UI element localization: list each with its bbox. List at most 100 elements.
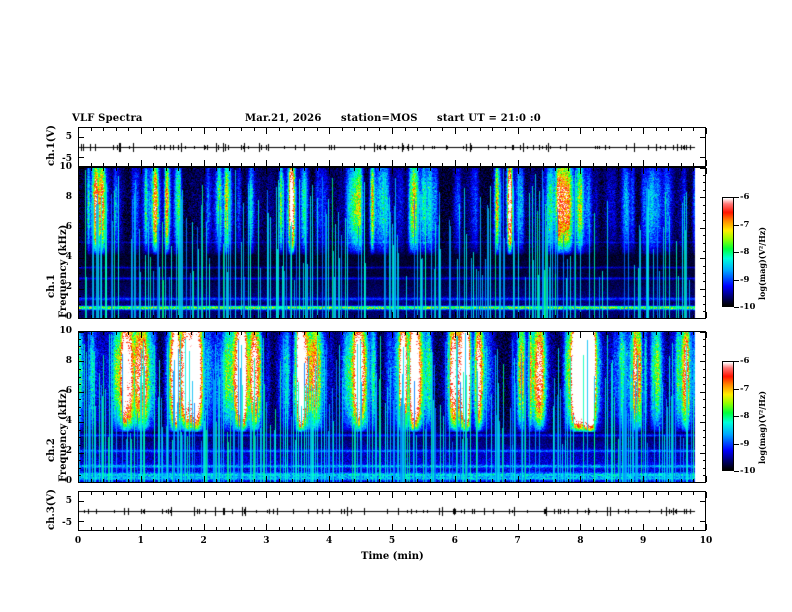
- tick-mark: [455, 476, 456, 482]
- tick-mark: [580, 332, 581, 338]
- tick-mark: [329, 312, 330, 318]
- tick-mark: [392, 332, 393, 338]
- tick-mark: [78, 213, 81, 214]
- tick-mark: [593, 332, 594, 335]
- tick-mark: [342, 315, 343, 318]
- colorbar-ch1-tick-neg8: -8: [740, 247, 750, 257]
- x-axis-tick-6: 6: [451, 536, 458, 546]
- colorbar-ch2-canvas: [723, 362, 733, 470]
- tick-mark: [78, 354, 81, 355]
- tick-mark: [292, 168, 293, 171]
- tick-mark: [304, 332, 305, 335]
- tick-mark: [266, 312, 267, 318]
- tick-mark: [681, 492, 682, 495]
- tick-mark: [417, 163, 418, 166]
- tick-mark: [693, 492, 694, 495]
- tick-mark: [580, 160, 581, 166]
- tick-mark: [216, 479, 217, 482]
- tick-mark: [78, 182, 81, 183]
- tick-mark: [480, 128, 481, 131]
- tick-mark: [643, 160, 644, 166]
- tick-mark: [379, 479, 380, 482]
- tick-mark: [279, 315, 280, 318]
- tick-mark: [216, 163, 217, 166]
- tick-mark: [379, 527, 380, 530]
- colorbar-ch2-tickmark: [734, 416, 739, 417]
- tick-mark: [643, 128, 644, 134]
- tick-mark: [467, 168, 468, 171]
- tick-mark: [417, 492, 418, 495]
- tick-mark: [580, 168, 581, 174]
- tick-mark: [703, 346, 706, 347]
- colorbar-ch1-tick-neg7: -7: [740, 219, 750, 230]
- tick-mark: [606, 315, 607, 318]
- tick-mark: [329, 332, 330, 338]
- tick-mark: [266, 476, 267, 482]
- tick-mark: [317, 479, 318, 482]
- tick-mark: [681, 315, 682, 318]
- tick-mark: [279, 163, 280, 166]
- tick-mark: [266, 160, 267, 166]
- tick-mark: [392, 492, 393, 498]
- tick-mark: [392, 168, 393, 174]
- tick-mark: [317, 163, 318, 166]
- tick-mark: [379, 163, 380, 166]
- tick-mark: [706, 168, 707, 174]
- tick-mark: [317, 128, 318, 131]
- tick-mark: [700, 168, 706, 169]
- colorbar-ch2-tick-neg10: -10: [740, 466, 756, 476]
- tick-mark: [703, 266, 706, 267]
- tick-mark: [530, 168, 531, 171]
- tick-mark: [643, 312, 644, 318]
- tick-mark: [141, 476, 142, 482]
- tick-mark: [78, 197, 84, 198]
- tick-mark: [367, 128, 368, 131]
- tick-mark: [153, 163, 154, 166]
- tick-mark: [191, 128, 192, 131]
- tick-mark: [392, 312, 393, 318]
- tick-mark: [78, 475, 81, 476]
- tick-mark: [304, 128, 305, 131]
- tick-mark: [279, 527, 280, 530]
- tick-mark: [568, 527, 569, 530]
- tick-mark: [442, 128, 443, 131]
- colorbar-ch1-tickmark: [734, 252, 739, 253]
- tick-mark: [703, 213, 706, 214]
- tick-mark: [555, 479, 556, 482]
- x-axis-tick-4: 4: [326, 536, 333, 546]
- tick-mark: [78, 524, 79, 530]
- tick-mark: [656, 527, 657, 530]
- tick-mark: [681, 332, 682, 335]
- tick-mark: [254, 492, 255, 495]
- tick-mark: [681, 163, 682, 166]
- tick-mark: [266, 332, 267, 338]
- tick-mark: [279, 332, 280, 335]
- tick-mark: [580, 476, 581, 482]
- figure-date: Mar.21, 2026: [245, 113, 322, 124]
- tick-mark: [703, 281, 706, 282]
- tick-mark: [392, 128, 393, 134]
- tick-mark: [700, 289, 706, 290]
- tick-mark: [78, 422, 84, 423]
- tick-mark: [467, 527, 468, 530]
- tick-mark: [530, 163, 531, 166]
- tick-mark: [379, 332, 380, 335]
- tick-mark: [405, 128, 406, 131]
- tick-mark: [304, 492, 305, 495]
- tick-mark: [78, 258, 84, 259]
- tick-mark: [91, 479, 92, 482]
- tick-mark: [317, 168, 318, 171]
- tick-mark: [354, 479, 355, 482]
- tick-mark: [543, 168, 544, 171]
- tick-mark: [78, 407, 81, 408]
- tick-mark: [191, 163, 192, 166]
- tick-mark: [668, 315, 669, 318]
- tick-mark: [703, 369, 706, 370]
- tick-mark: [555, 492, 556, 495]
- tick-mark: [703, 407, 706, 408]
- tick-mark: [241, 315, 242, 318]
- tick-mark: [518, 492, 519, 498]
- tick-mark: [379, 128, 380, 131]
- tick-mark: [530, 527, 531, 530]
- tick-mark: [492, 332, 493, 335]
